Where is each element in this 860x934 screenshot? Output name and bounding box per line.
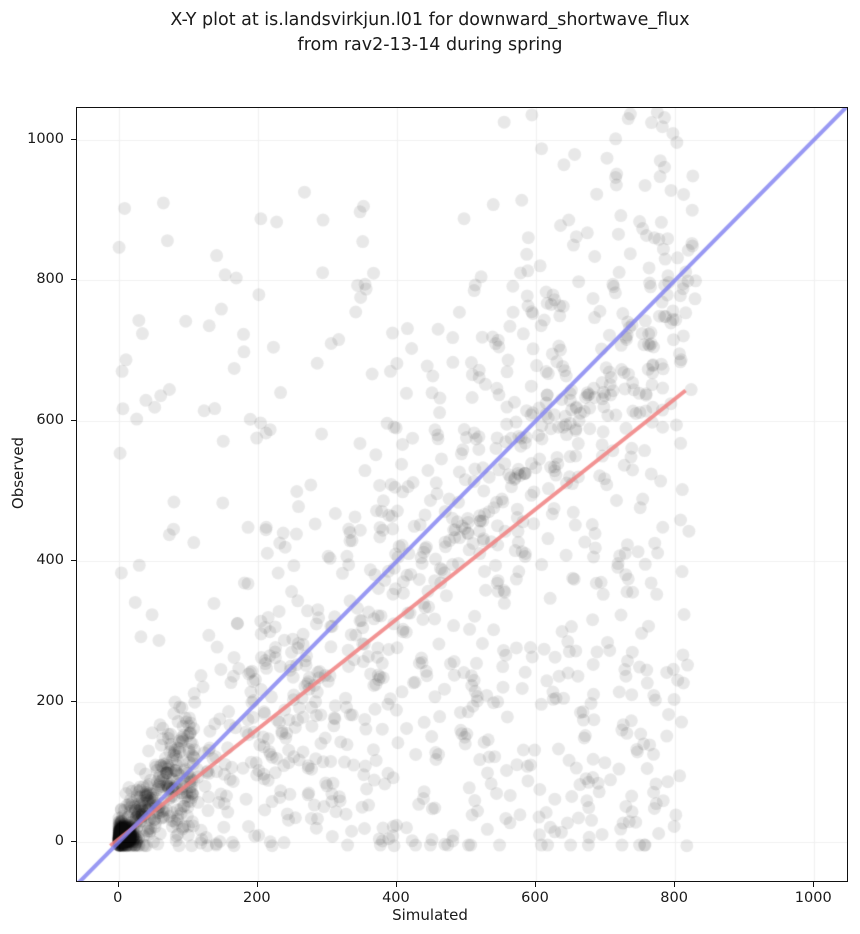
- y-tick-label: 800: [36, 271, 64, 288]
- x-tick-mark: [535, 882, 537, 887]
- y-tick-label: 400: [36, 552, 64, 569]
- x-tick-mark: [117, 882, 119, 887]
- x-tick-label: 800: [660, 890, 688, 906]
- x-tick-label: 400: [382, 890, 410, 906]
- y-tick-mark: [71, 279, 76, 281]
- y-tick-label: 1000: [27, 130, 64, 147]
- y-tick-mark: [71, 419, 76, 421]
- y-tick-mark: [71, 138, 76, 140]
- plot-area: [76, 107, 848, 882]
- y-tick-mark: [71, 841, 76, 843]
- y-tick-mark: [71, 560, 76, 562]
- x-axis-label: Simulated: [392, 906, 468, 924]
- x-tick-mark: [256, 882, 259, 887]
- x-tick-label: 1000: [794, 890, 832, 906]
- y-tick-label: 0: [54, 833, 64, 850]
- x-tick-mark: [813, 882, 815, 887]
- x-tick-mark: [674, 882, 676, 887]
- x-tick-label: 200: [242, 890, 271, 906]
- y-axis-label: Observed: [9, 436, 27, 510]
- x-axis-tick-labels: 0 200 400 600 800 1000: [0, 890, 860, 914]
- x-tick-label: 0: [113, 890, 123, 906]
- y-tick-label: 600: [36, 411, 64, 428]
- chart-title: X-Y plot at is.landsvirkjun.l01 for down…: [170, 10, 690, 55]
- y-tick-mark: [71, 700, 76, 702]
- scatter-plot-canvas: [77, 108, 847, 881]
- x-tick-label: 600: [521, 890, 549, 906]
- x-tick-mark: [395, 882, 398, 887]
- y-tick-label: 200: [36, 692, 64, 709]
- y-axis-tick-labels: 0 200 400 600 800 1000: [0, 0, 64, 934]
